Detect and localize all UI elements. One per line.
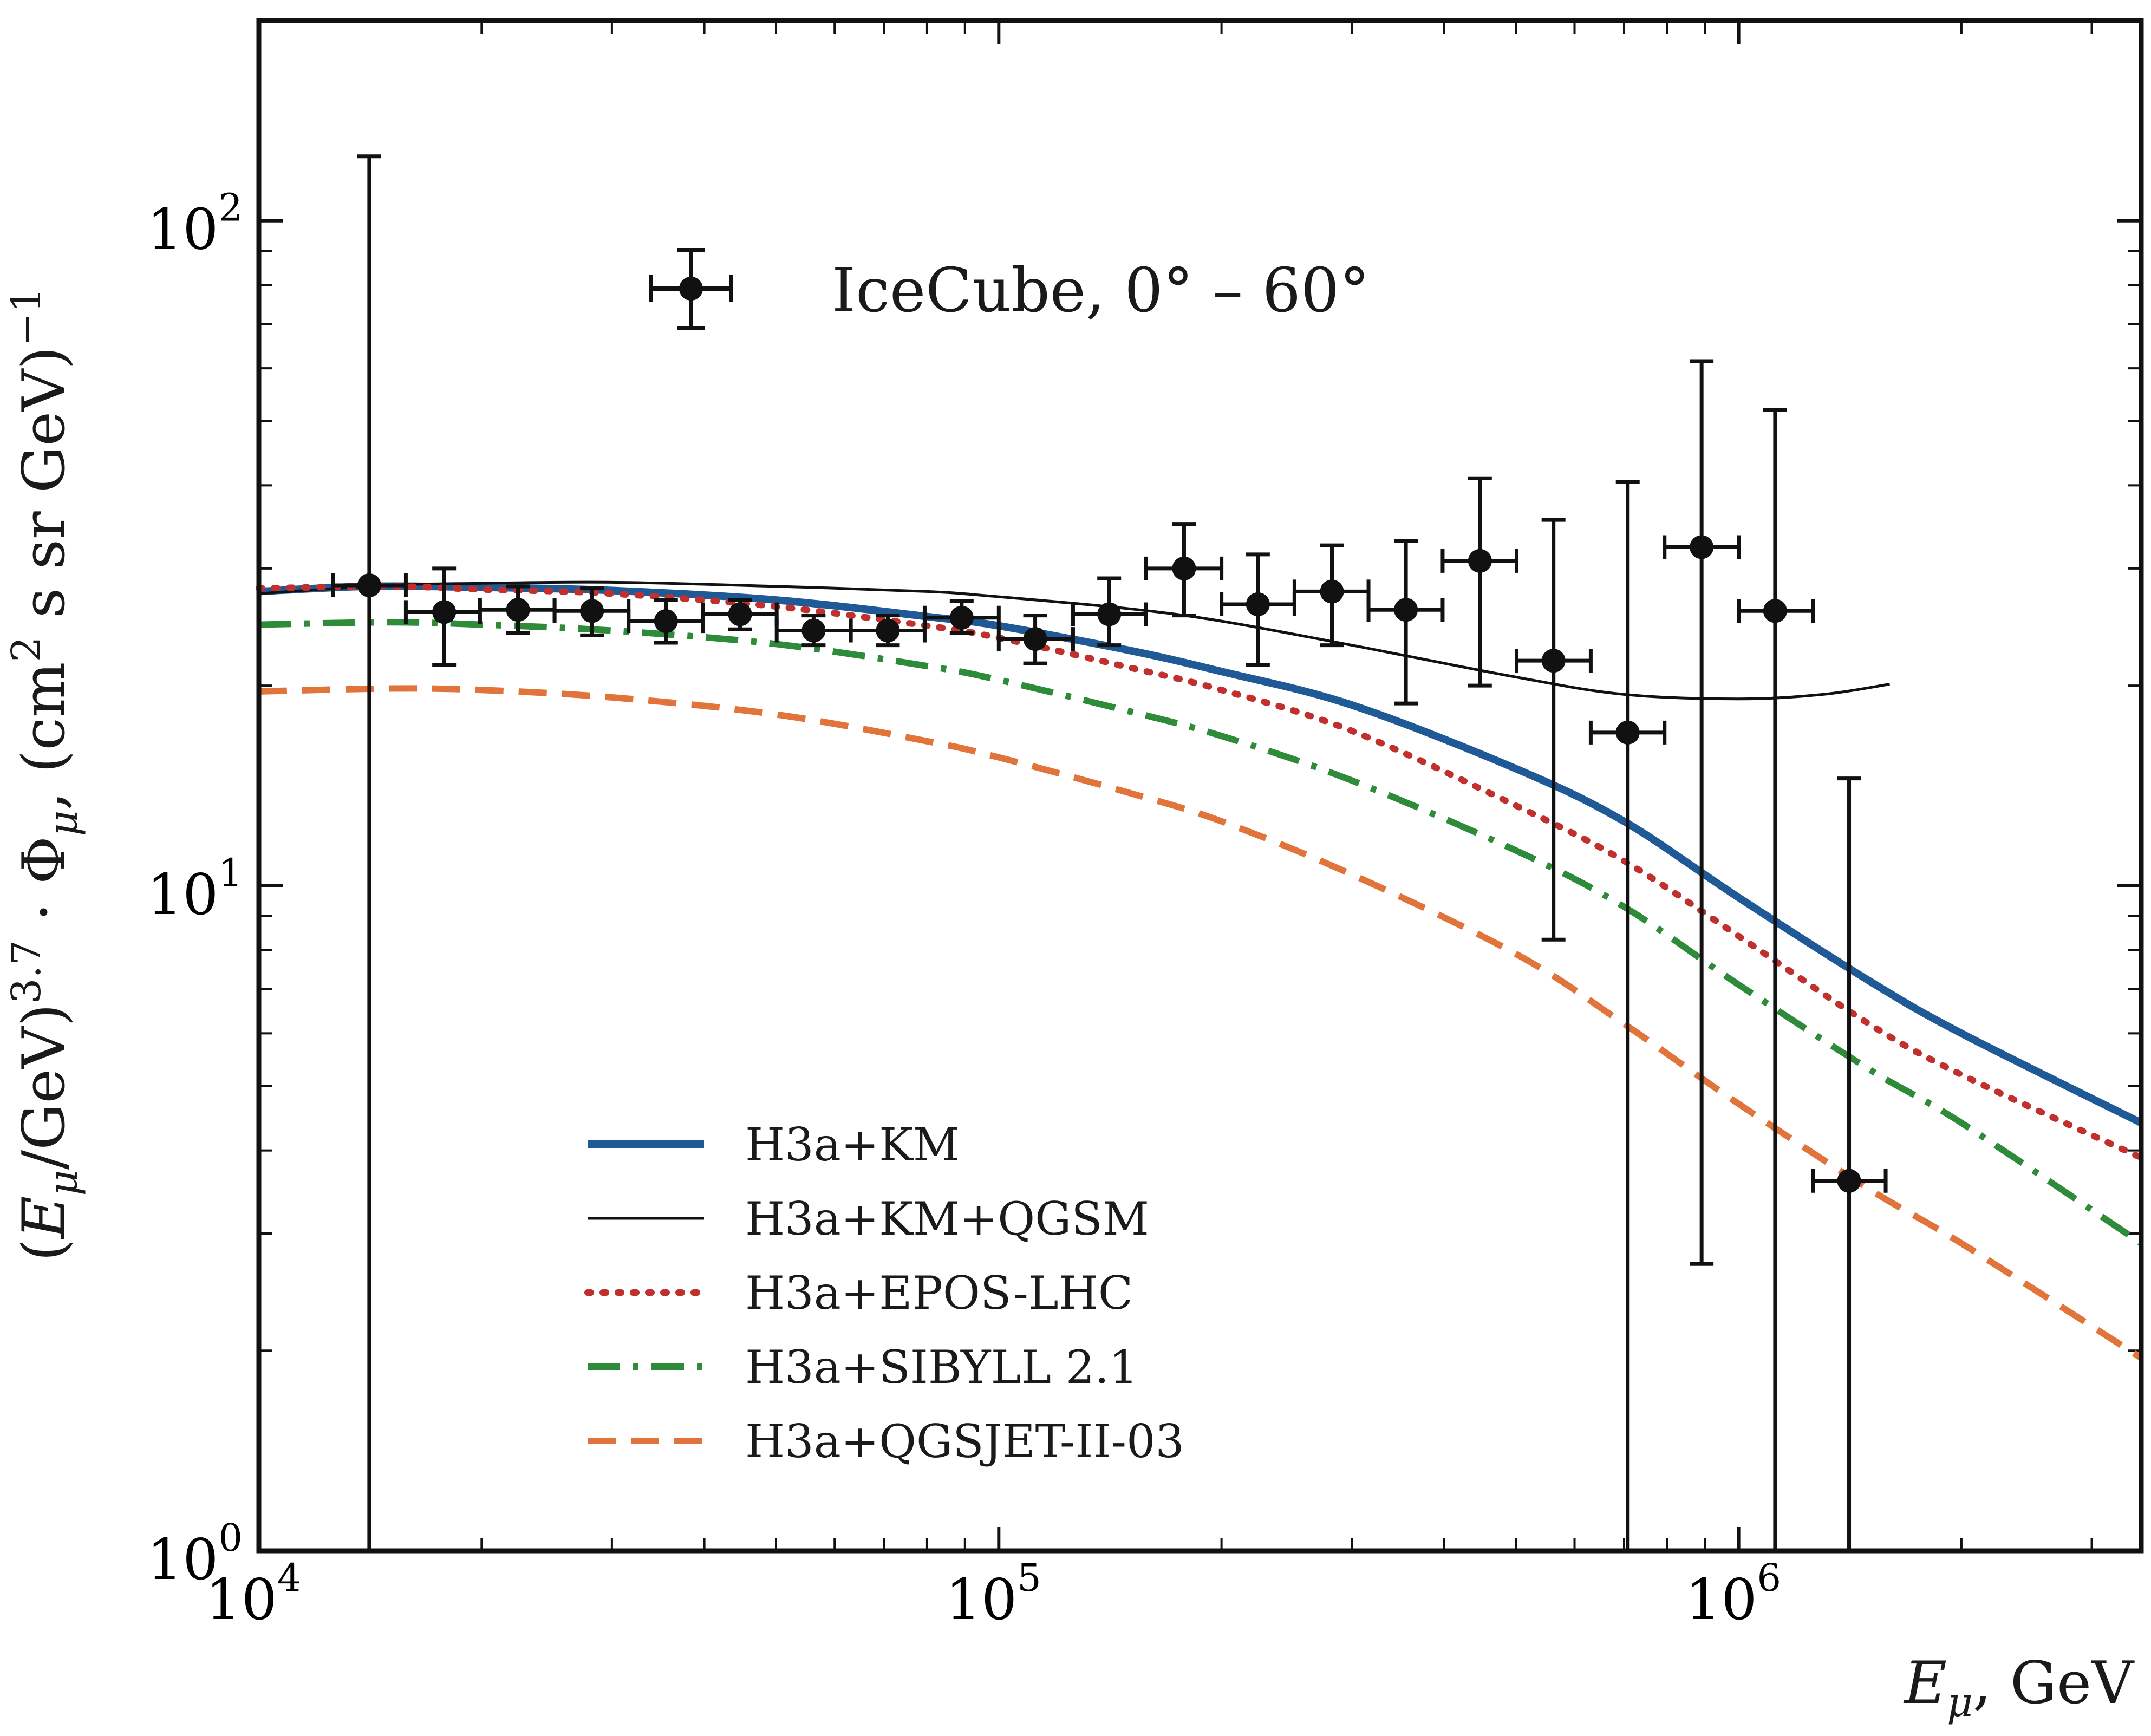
data-marker — [949, 605, 974, 630]
data-marker — [1023, 627, 1047, 651]
series-line-h3a-epos-lhc — [256, 583, 2145, 1161]
data-point — [1292, 543, 1371, 648]
data-point — [1071, 576, 1148, 648]
icecube-legend-entry: IceCube, 0° – 60° — [649, 248, 1370, 330]
legend-label: H3a+QGSJET-II-03 — [745, 1415, 1184, 1468]
data-point — [1663, 359, 1741, 1266]
data-point — [478, 584, 557, 635]
series-line-h3a-qgsjet-ii-03 — [258, 685, 2143, 1361]
data-point — [922, 599, 1001, 635]
data-marker — [1468, 549, 1492, 573]
legend-item: H3a+QGSJET-II-03 — [588, 1415, 1184, 1468]
legend-label: H3a+EPOS-LHC — [745, 1267, 1133, 1320]
data-marker — [432, 600, 457, 624]
series-line-h3a-km — [258, 582, 2143, 1126]
y-tick-label: 102 — [147, 186, 243, 263]
data-marker — [1690, 535, 1714, 559]
data-marker — [1837, 1169, 1861, 1193]
data-marker — [876, 618, 900, 643]
icecube-legend-marker — [649, 248, 733, 330]
data-point — [774, 614, 853, 648]
data-point — [1144, 522, 1224, 618]
legend-item: H3a+EPOS-LHC — [584, 1267, 1133, 1320]
data-marker — [580, 599, 604, 623]
legend: H3a+KM H3a+KM+QGSM H3a+EPOS-LHC H3a+SIBYLL … — [584, 1118, 1184, 1468]
legend-item: H3a+KM — [588, 1118, 960, 1171]
data-marker — [1320, 579, 1344, 604]
data-point — [1220, 552, 1296, 667]
legend-item: H3a+SIBYLL 2.1 — [588, 1341, 1138, 1394]
data-marker — [1541, 649, 1566, 673]
data-marker — [1615, 720, 1640, 745]
data-point — [552, 586, 631, 637]
y-axis-label: (Eμ/GeV)3.7 · Φμ, (cm2 s sr GeV)−1 — [3, 288, 87, 1262]
data-marker — [728, 602, 752, 626]
legend-label: H3a+KM+QGSM — [745, 1192, 1149, 1245]
data-marker — [357, 573, 381, 597]
data-point — [1515, 518, 1593, 942]
icecube-legend-label: IceCube, 0° – 60° — [832, 256, 1370, 326]
data-marker — [506, 598, 530, 622]
data-point — [1440, 476, 1519, 688]
data-marker — [654, 609, 678, 634]
x-tick-label: 106 — [1685, 1556, 1781, 1633]
y-tick-label: 101 — [147, 851, 243, 928]
data-point — [1588, 480, 1667, 1551]
legend-label: H3a+SIBYLL 2.1 — [745, 1341, 1138, 1394]
data-point — [1737, 407, 1815, 1551]
icecube-data-points — [331, 154, 1888, 1551]
data-point — [701, 598, 779, 631]
series-line-h3a-sibyll-2-1 — [258, 619, 2143, 1246]
y-tick-label: 100 — [147, 1516, 243, 1593]
model-curves — [256, 580, 2145, 1361]
data-marker — [1246, 592, 1270, 617]
data-marker — [1394, 598, 1418, 622]
tick-labels: 104 105 106 100 101 102 — [147, 186, 1781, 1633]
x-tick-label: 104 — [206, 1556, 302, 1633]
data-point — [849, 614, 927, 648]
x-tick-label: 105 — [946, 1556, 1041, 1633]
data-marker — [1172, 556, 1196, 580]
data-marker — [1097, 602, 1122, 626]
legend-label: H3a+KM — [745, 1118, 960, 1171]
data-marker — [1763, 599, 1787, 623]
data-point — [1811, 776, 1888, 1551]
data-point — [627, 598, 705, 645]
data-marker — [801, 618, 826, 643]
data-point — [331, 154, 408, 1551]
plot-frame — [256, 18, 2144, 1554]
axis-ticks — [257, 19, 2141, 1552]
data-point — [996, 614, 1075, 665]
legend-item: H3a+KM+QGSM — [588, 1192, 1149, 1245]
data-point — [1366, 539, 1445, 706]
x-axis-label: Eμ, GeV — [1903, 1649, 2135, 1726]
